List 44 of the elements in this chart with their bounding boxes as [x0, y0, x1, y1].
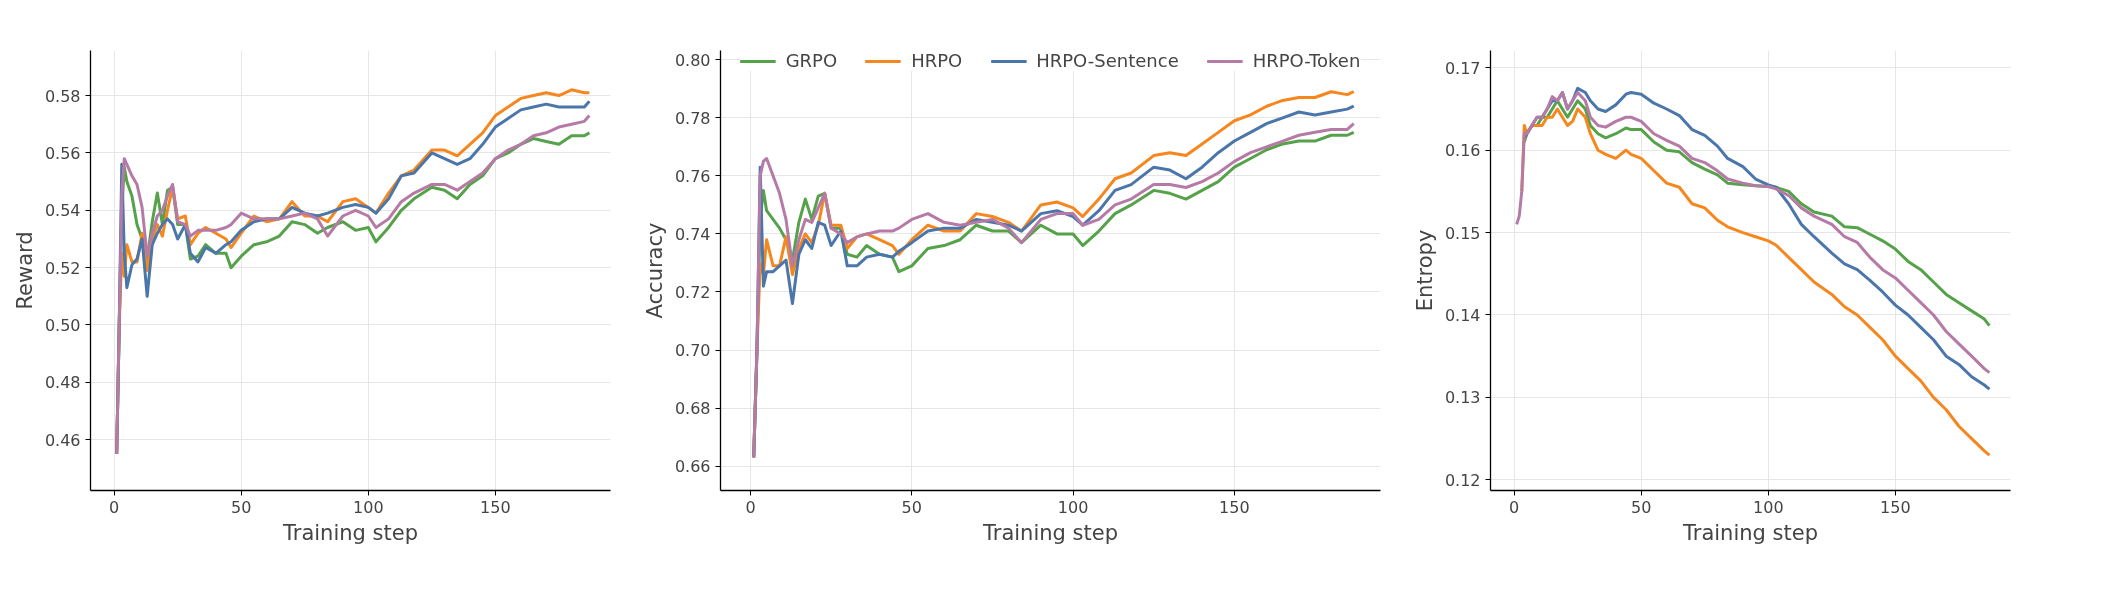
y-tick-label: 0.76 — [674, 166, 711, 186]
legend-label: HRPO-Sentence — [1036, 50, 1179, 71]
legend-label: GRPO — [785, 50, 838, 71]
y-tick-label: 0.58 — [44, 86, 81, 106]
y-tick-label: 0.48 — [44, 373, 81, 393]
y-tick-label: 0.17 — [1444, 58, 1481, 78]
y-tick-label: 0.56 — [44, 143, 81, 163]
x-tick-label: 0 — [745, 497, 756, 517]
x-tick-label: 150 — [1219, 497, 1250, 517]
x-tick-label: 50 — [1631, 497, 1652, 517]
y-tick-label: 0.68 — [674, 399, 711, 419]
y-tick-label: 0.46 — [44, 430, 81, 450]
y-tick-label: 0.12 — [1444, 470, 1481, 490]
y-tick-label: 0.72 — [674, 282, 711, 302]
x-axis-title: Training step — [982, 520, 1118, 545]
y-axis-title: Accuracy — [642, 222, 667, 319]
y-tick-label: 0.15 — [1444, 223, 1481, 243]
y-axis-title: Reward — [12, 231, 37, 310]
x-tick-label: 0 — [1509, 497, 1520, 517]
y-tick-label: 0.66 — [674, 457, 711, 477]
x-tick-label: 100 — [353, 497, 384, 517]
legend-label: HRPO — [911, 50, 963, 71]
x-tick-label: 100 — [1057, 497, 1089, 517]
y-tick-label: 0.13 — [1444, 388, 1481, 408]
y-tick-label: 0.54 — [44, 201, 81, 221]
x-tick-label: 150 — [1880, 497, 1911, 517]
line-series — [1520, 107, 1991, 457]
y-tick-label: 0.52 — [44, 258, 81, 278]
legend-label: HRPO-Token — [1252, 50, 1361, 71]
x-tick-label: 100 — [1753, 497, 1784, 517]
y-tick-label: 0.14 — [1444, 305, 1481, 325]
y-tick-label: 0.74 — [674, 224, 711, 244]
x-tick-label: 0 — [109, 497, 120, 517]
y-tick-label: 0.50 — [44, 316, 81, 335]
x-tick-label: 150 — [480, 497, 511, 517]
y-tick-label: 0.16 — [1444, 141, 1481, 161]
x-tick-label: 50 — [901, 497, 922, 517]
y-tick-label: 0.78 — [674, 108, 711, 128]
y-tick-label: 0.80 — [674, 50, 711, 70]
x-axis-title: Training step — [1682, 520, 1818, 545]
y-axis-title: Entropy — [1412, 229, 1437, 312]
x-tick-label: 50 — [231, 497, 252, 517]
x-axis-title: Training step — [282, 520, 418, 545]
y-tick-label: 0.70 — [674, 341, 711, 361]
